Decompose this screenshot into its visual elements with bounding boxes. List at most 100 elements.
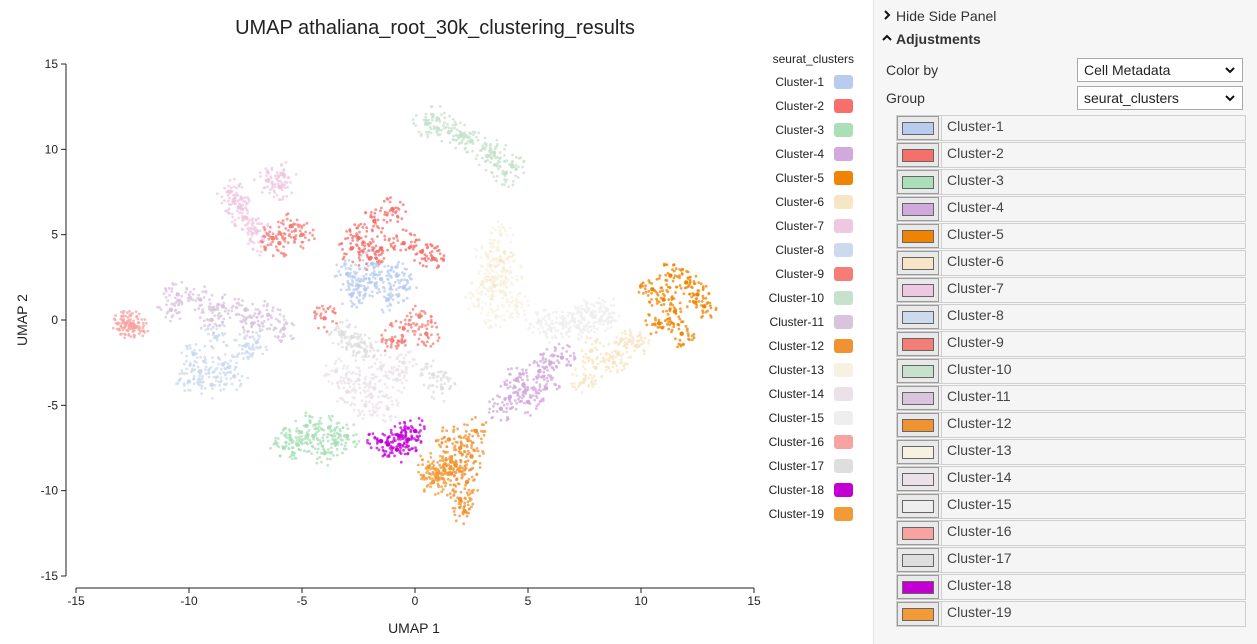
data-point [265, 177, 271, 183]
legend-item[interactable]: Cluster-1 [775, 75, 853, 89]
umap-scatter-plot[interactable]: UMAP athaliana_root_30k_clustering_resul… [0, 0, 872, 644]
cluster-color-button[interactable] [897, 251, 939, 275]
cluster-color-button[interactable] [897, 386, 939, 410]
data-point [430, 256, 436, 261]
legend-item[interactable]: Cluster-7 [775, 219, 853, 233]
cluster-color-button[interactable] [897, 197, 939, 221]
cluster-name-field[interactable]: Cluster-11 [941, 386, 1245, 410]
data-point [507, 270, 513, 275]
y-tick-label: 0 [51, 313, 58, 327]
legend-item[interactable]: Cluster-10 [769, 291, 853, 305]
data-point [175, 292, 180, 297]
group-select[interactable]: seurat_clusters [1077, 86, 1243, 110]
data-point [356, 343, 361, 348]
cluster-name-field[interactable]: Cluster-12 [941, 413, 1245, 437]
cluster-name-field[interactable]: Cluster-10 [941, 359, 1245, 383]
cluster-color-button[interactable] [897, 575, 939, 599]
data-point [462, 508, 467, 514]
cluster-color-button[interactable] [897, 548, 939, 572]
data-point [498, 232, 504, 237]
legend-item[interactable]: Cluster-15 [769, 411, 853, 425]
series-cluster-3 [269, 411, 361, 467]
cluster-name-field[interactable]: Cluster-18 [941, 575, 1245, 599]
series-cluster-12 [434, 416, 488, 526]
chevron-down-icon [1225, 67, 1235, 74]
cluster-name-field[interactable]: Cluster-15 [941, 494, 1245, 518]
cluster-name-field[interactable]: Cluster-6 [941, 251, 1245, 275]
cluster-color-button[interactable] [897, 278, 939, 302]
umap-plot-area[interactable]: UMAP athaliana_root_30k_clustering_resul… [0, 0, 872, 644]
data-point [473, 428, 479, 434]
cluster-name-field[interactable]: Cluster-1 [941, 116, 1245, 140]
data-point [367, 256, 372, 261]
data-point [220, 362, 226, 367]
y-tick-label: -10 [41, 484, 59, 498]
legend-item[interactable]: Cluster-4 [775, 147, 853, 161]
cluster-color-button[interactable] [897, 224, 939, 248]
series-cluster-13 [464, 220, 530, 330]
data-point [491, 150, 497, 155]
data-point [604, 307, 610, 312]
cluster-color-button[interactable] [897, 359, 939, 383]
y-tick-label: 10 [45, 142, 59, 156]
legend-item[interactable]: Cluster-17 [769, 459, 853, 473]
y-axis-label: UMAP 2 [14, 294, 30, 346]
legend-item[interactable]: Cluster-6 [775, 195, 853, 209]
cluster-color-button[interactable] [897, 116, 939, 140]
legend-item[interactable]: Cluster-5 [775, 171, 853, 185]
cluster-color-button[interactable] [897, 467, 939, 491]
cluster-name-field[interactable]: Cluster-7 [941, 278, 1245, 302]
cluster-color-button[interactable] [897, 494, 939, 518]
adjustments-toggle[interactable]: Adjustments [882, 31, 981, 47]
legend-item[interactable]: Cluster-3 [775, 123, 853, 137]
data-point [424, 331, 429, 336]
cluster-color-button[interactable] [897, 143, 939, 167]
cluster-name-field[interactable]: Cluster-9 [941, 332, 1245, 356]
legend-item[interactable]: Cluster-11 [770, 315, 853, 329]
hide-side-panel-toggle[interactable]: Hide Side Panel [882, 8, 996, 24]
cluster-name-field[interactable]: Cluster-4 [941, 197, 1245, 221]
cluster-color-button[interactable] [897, 305, 939, 329]
legend-item[interactable]: Cluster-16 [769, 435, 853, 449]
cluster-name-field[interactable]: Cluster-16 [941, 521, 1245, 545]
legend[interactable]: Cluster-1 Cluster-2 Cluster-3 Cluster-4 Clus… [769, 75, 853, 521]
chart-title: UMAP athaliana_root_30k_clustering_resul… [235, 17, 635, 39]
data-point [385, 406, 391, 411]
legend-swatch [834, 483, 853, 497]
legend-item[interactable]: Cluster-19 [769, 507, 853, 521]
cluster-color-button[interactable] [897, 413, 939, 437]
cluster-color-button[interactable] [897, 440, 939, 464]
cluster-name-field[interactable]: Cluster-19 [941, 602, 1245, 626]
color-by-select[interactable]: Cell Metadata [1077, 58, 1243, 82]
cluster-color-swatch [902, 391, 934, 405]
legend-item[interactable]: Cluster-12 [769, 339, 853, 353]
legend-item[interactable]: Cluster-14 [769, 387, 853, 401]
cluster-name-field[interactable]: Cluster-8 [941, 305, 1245, 329]
legend-label: Cluster-17 [769, 459, 825, 473]
cluster-color-button[interactable] [897, 332, 939, 356]
cluster-name-field[interactable]: Cluster-2 [941, 143, 1245, 167]
cluster-color-button[interactable] [897, 521, 939, 545]
data-point [345, 271, 350, 277]
data-point [356, 377, 361, 382]
series-cluster-17 [327, 319, 457, 403]
data-point [326, 425, 332, 430]
legend-swatch [834, 75, 853, 89]
legend-item[interactable]: Cluster-18 [769, 483, 853, 497]
cluster-color-button[interactable] [897, 602, 939, 626]
cluster-name-field[interactable]: Cluster-5 [941, 224, 1245, 248]
cluster-color-button[interactable] [897, 170, 939, 194]
cluster-name-field[interactable]: Cluster-14 [941, 467, 1245, 491]
cluster-row: Cluster-4 [896, 196, 1246, 222]
points-layer [111, 105, 718, 526]
legend-item[interactable]: Cluster-8 [775, 243, 853, 257]
x-axis-label: UMAP 1 [388, 620, 440, 636]
cluster-name-field[interactable]: Cluster-17 [941, 548, 1245, 572]
cluster-row: Cluster-13 [896, 439, 1246, 465]
data-point [442, 467, 447, 473]
legend-item[interactable]: Cluster-13 [769, 363, 853, 377]
legend-item[interactable]: Cluster-2 [775, 99, 853, 113]
cluster-name-field[interactable]: Cluster-3 [941, 170, 1245, 194]
cluster-name-field[interactable]: Cluster-13 [941, 440, 1245, 464]
legend-item[interactable]: Cluster-9 [775, 267, 853, 281]
